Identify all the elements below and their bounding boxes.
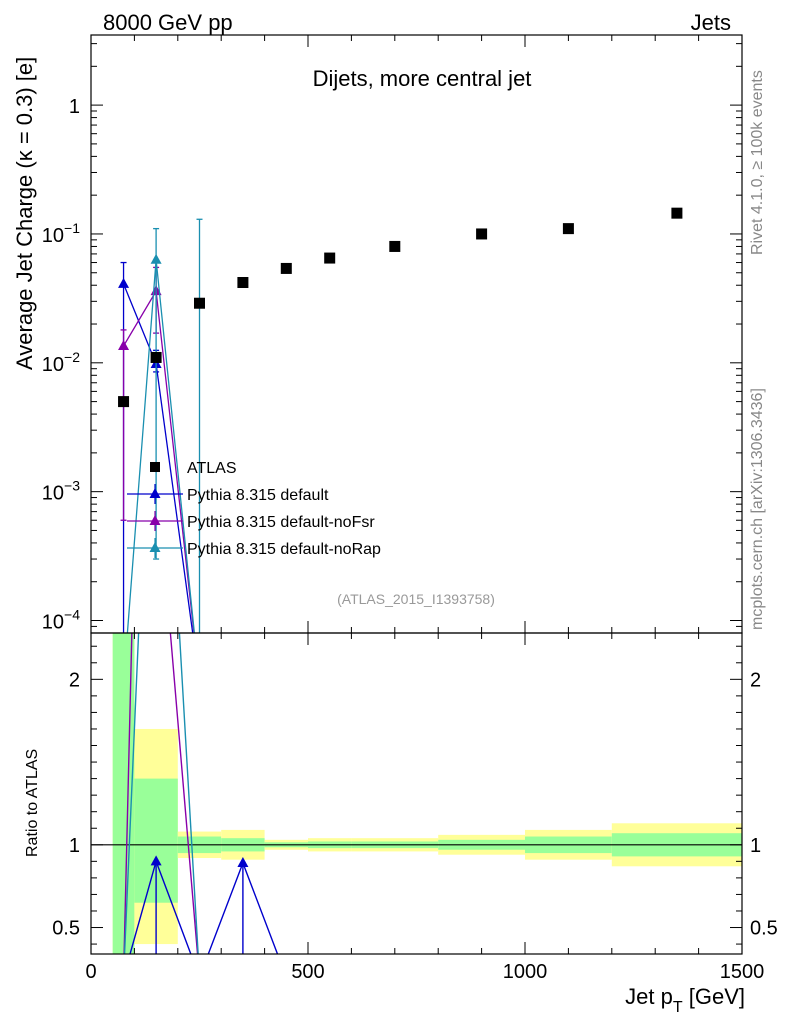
energy-label: 8000 GeV pp <box>103 10 233 35</box>
atlas-point-1 <box>150 351 162 363</box>
y-tick-label-base-4: 10 <box>42 612 64 634</box>
legend-label-0: ATLAS <box>187 460 237 477</box>
atlas-point-3 <box>237 277 249 289</box>
x-tick-label-0: 0 <box>85 961 96 983</box>
legend-marker-1 <box>149 488 161 498</box>
x-tick-label-2: 1000 <box>503 961 548 983</box>
ratio-marker-0-0 <box>150 855 162 866</box>
ratio-series <box>123 633 279 954</box>
mcplots-source-label: mcplots.cern.ch [arXiv:1306.3436] <box>749 388 766 630</box>
legend-marker-2 <box>149 515 161 525</box>
atlas-point-2 <box>194 297 205 309</box>
y-tick-label-exp-1: −1 <box>64 220 80 236</box>
ratio-y-tick-label-right-1: 1 <box>750 835 761 857</box>
ratio-line-1 <box>123 633 199 954</box>
ratio-band-green-0 <box>112 633 135 954</box>
category-label: Jets <box>691 10 731 35</box>
y-tick-label-4: 10−4 <box>42 607 80 634</box>
legend-label-3: Pythia 8.315 default-noRap <box>187 541 381 558</box>
y-tick-label-exp-3: −3 <box>64 478 80 494</box>
y-tick-label-base-2: 10 <box>42 354 64 376</box>
ratio-y-tick-label-right-2: 2 <box>750 669 761 691</box>
atlas-point-5 <box>324 252 336 264</box>
legend-label-2: Pythia 8.315 default-noFsr <box>187 514 375 531</box>
y-tick-label-2: 10−2 <box>42 349 80 376</box>
y-tick-label-exp-4: −4 <box>64 607 80 623</box>
ratio-marker-0-1 <box>237 856 249 867</box>
ratio-y-tick-label-left-2: 2 <box>69 669 80 691</box>
atlas-point-4 <box>280 262 292 274</box>
ratio-line-0 <box>129 859 279 954</box>
analysis-id: (ATLAS_2015_I1393758) <box>337 591 495 607</box>
rivet-version-label: Rivet 4.1.0, ≥ 100k events <box>749 70 766 255</box>
y-tick-label-base-3: 10 <box>42 483 64 505</box>
atlas-point-7 <box>476 228 488 240</box>
legend-marker-3 <box>149 542 161 552</box>
ratio-frame <box>90 632 743 955</box>
ratio-line-2 <box>123 633 199 954</box>
x-tick-label-1: 500 <box>291 961 324 983</box>
ratio-y-tick-label-left-1: 1 <box>69 835 80 857</box>
ratio-y-tick-label-right-0: 0.5 <box>750 918 778 940</box>
main-series <box>118 207 683 633</box>
mc-marker-0-0 <box>118 277 130 288</box>
mc-marker-1-0 <box>118 340 130 351</box>
atlas-point-0 <box>118 396 130 408</box>
mc-marker-2-1 <box>150 253 162 264</box>
atlas-point-8 <box>562 223 574 235</box>
atlas-point-6 <box>389 240 401 252</box>
atlas-point-9 <box>671 207 683 219</box>
y-tick-label-3: 10−3 <box>42 478 80 505</box>
y-tick-label-exp-2: −2 <box>64 349 80 365</box>
ratio-y-tick-label-left-0: 0.5 <box>52 918 80 940</box>
x-tick-label-3: 1500 <box>720 961 765 983</box>
legend-marker-0 <box>150 462 160 472</box>
x-axis-label: Jet pT [GeV] <box>625 984 745 1016</box>
legend-label-1: Pythia 8.315 default <box>187 487 329 504</box>
y-tick-label-base-1: 10 <box>42 225 64 247</box>
y-tick-label-0: 1 <box>69 96 80 118</box>
y-tick-label-base-0: 1 <box>69 96 80 118</box>
ratio-y-axis-label: Ratio to ATLAS <box>24 749 41 857</box>
y-tick-label-1: 10−1 <box>42 220 80 247</box>
chart-title: Dijets, more central jet <box>313 66 532 91</box>
main-y-axis-label: Average Jet Charge (κ = 0.3) [e] <box>12 57 37 370</box>
legend: ATLAS Pythia 8.315 default Pythia 8.315 de… <box>127 460 381 558</box>
